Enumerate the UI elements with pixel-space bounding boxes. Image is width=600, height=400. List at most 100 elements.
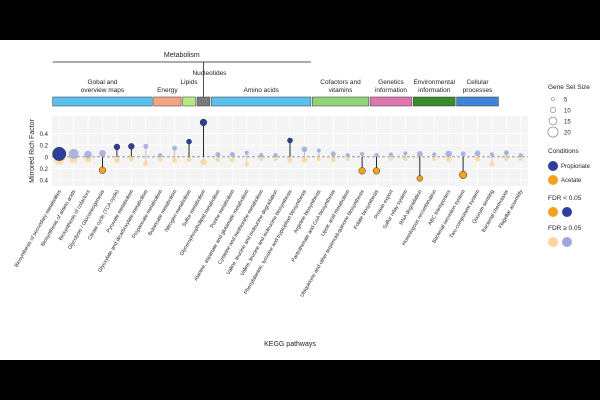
legend-fdr-nonsig-title: FDR ≥ 0.05 [548, 225, 582, 232]
propionate-point [432, 152, 437, 157]
propionate-point [316, 148, 321, 153]
legend-size-title: Gene Set Size [548, 84, 590, 91]
propionate-point [416, 151, 423, 157]
propionate-point [388, 152, 394, 157]
propionate-point [229, 152, 235, 157]
acetate-point [416, 175, 423, 182]
legend-conditions-title: Conditions [548, 148, 579, 155]
y-tick-label: 0 [45, 155, 49, 161]
x-axis-title: KEGG pathways [264, 341, 316, 348]
category-bar [413, 96, 456, 107]
legend-acetate-swatch [548, 175, 558, 185]
category-bar [196, 96, 211, 107]
legend-propionate-swatch [548, 161, 558, 171]
acetate-point [489, 161, 495, 167]
acetate-point [518, 157, 523, 162]
acetate-point [459, 170, 468, 179]
acetate-point [244, 162, 249, 167]
legend-size-label: 15 [564, 120, 571, 126]
acetate-point [143, 161, 149, 167]
category-label: Amino acids [243, 87, 279, 94]
category-label: Gobal and [87, 79, 117, 86]
legend-size-circle [551, 97, 555, 101]
chart-title: Metabolism [164, 52, 200, 59]
legend-fdr-nonsig-propionate [562, 237, 572, 247]
acetate-point [345, 157, 350, 162]
propionate-point [374, 153, 379, 158]
y-tick-label: 0.4 [40, 132, 49, 138]
propionate-point [52, 147, 67, 161]
legend-fdr-sig-propionate [562, 207, 572, 217]
acetate-point [273, 157, 278, 162]
propionate-point [113, 143, 121, 151]
category-label-line2: vitamins [329, 87, 354, 94]
category-bar [182, 96, 196, 107]
propionate-point [489, 152, 495, 157]
propionate-point [128, 143, 135, 150]
propionate-point [360, 151, 365, 156]
acetate-point [229, 157, 235, 163]
acetate-point [388, 157, 394, 162]
acetate-point [301, 156, 308, 163]
propionate-point [287, 137, 293, 144]
acetate-point [287, 157, 293, 163]
propionate-point [99, 150, 106, 157]
propionate-point [330, 151, 336, 157]
acetate-point [358, 167, 366, 175]
legend-fdr-sig-title: FDR < 0.05 [548, 195, 582, 202]
propionate-point [445, 150, 452, 158]
legend-size-label: 20 [564, 131, 571, 137]
acetate-point [403, 157, 408, 162]
propionate-point [259, 153, 264, 158]
acetate-point [128, 156, 134, 162]
propionate-point [68, 148, 79, 159]
y-tick-label: 0.4 [40, 179, 49, 185]
propionate-point [199, 118, 208, 126]
acetate-point [113, 157, 120, 164]
category-bar [211, 96, 312, 107]
acetate-point [215, 157, 221, 163]
propionate-point [474, 150, 481, 157]
chart-canvas: 0.4 0.2 0 0.2 0.4 Mirrored Rich Factor Gobal a… [0, 40, 600, 360]
category-label: Genetics [378, 79, 404, 86]
propionate-point [172, 145, 178, 151]
propionate-point [215, 152, 221, 157]
propionate-point [273, 153, 278, 158]
acetate-point [200, 158, 207, 166]
legend-size-circle [548, 116, 558, 126]
propionate-point [403, 151, 408, 156]
category-label: Lipids [181, 79, 199, 86]
acetate-point [98, 166, 107, 174]
legend-fdr-sig-acetate [548, 207, 558, 217]
propionate-point [84, 150, 92, 159]
propionate-point [460, 151, 466, 157]
category-bar [456, 96, 499, 107]
category-bar [369, 96, 413, 107]
legend-fdr-nonsig-acetate [548, 237, 558, 247]
legend-size-label: 10 [564, 109, 571, 115]
category-label: Environmental [413, 79, 455, 86]
propionate-point [518, 153, 523, 158]
legend-size-circle [547, 126, 559, 138]
category-label-line2: information [375, 87, 408, 94]
propionate-point [244, 150, 249, 155]
acetate-point [432, 157, 437, 162]
propionate-point [301, 146, 308, 153]
acetate-point [316, 157, 321, 162]
legend-propionate-label: Propionate [561, 164, 591, 170]
propionate-point [503, 150, 509, 156]
category-label-line2: processes [463, 87, 493, 94]
y-tick-label: 0.2 [40, 167, 49, 173]
category-bar [52, 96, 153, 107]
acetate-point [475, 156, 481, 162]
acetate-point [186, 157, 192, 163]
category-label: Energy [157, 87, 178, 94]
acetate-point [372, 167, 381, 175]
legend-size-circle [549, 107, 556, 114]
category-label: Cofactors and [320, 79, 361, 86]
kegg-enrichment-chart: 0.4 0.2 0 0.2 0.4 Mirrored Rich Factor Gobal a… [14, 52, 591, 348]
acetate-point [259, 157, 264, 162]
propionate-point [158, 153, 163, 158]
acetate-point [330, 157, 336, 163]
category-bar [153, 96, 182, 107]
